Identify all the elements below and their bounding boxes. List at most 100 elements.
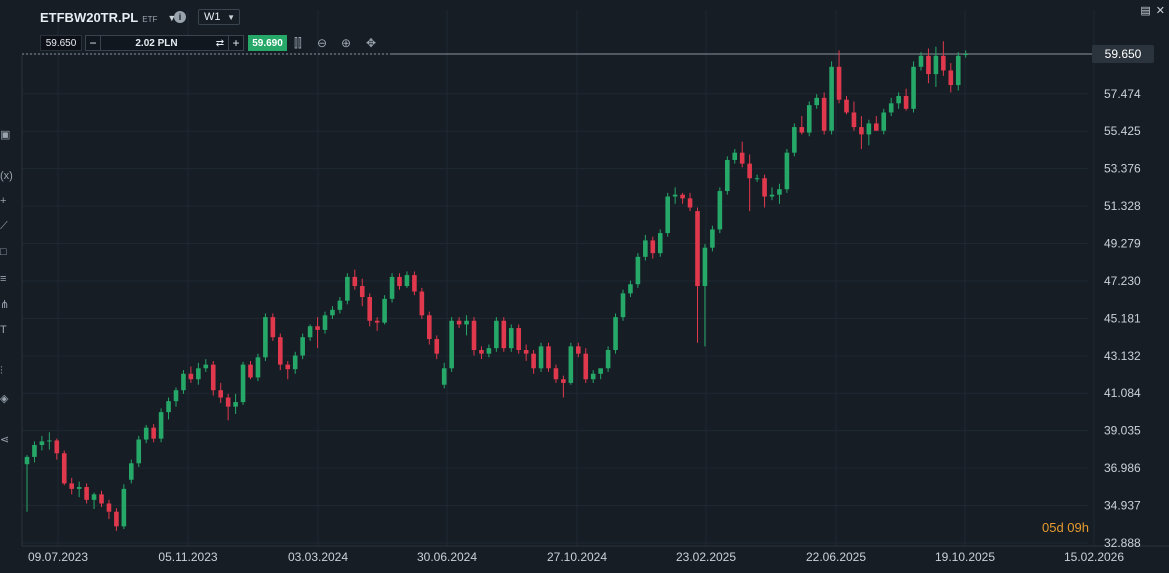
- candles-icon[interactable]: ⫿⫿: [294, 36, 302, 50]
- candle-body: [456, 320, 462, 325]
- symbol-selector[interactable]: ETFBW20TR.PL ETF ▼: [40, 10, 176, 25]
- quantity-input[interactable]: 2.02 PLN: [135, 37, 178, 49]
- candle-body: [576, 346, 581, 354]
- candle-body: [754, 178, 760, 180]
- candle-body: [114, 511, 119, 527]
- indicators-icon[interactable]: (x): [0, 170, 13, 182]
- zoom-in-icon[interactable]: ⊕: [341, 36, 352, 50]
- candle-body: [717, 191, 723, 230]
- candle-body: [903, 96, 909, 109]
- increase-button[interactable]: +: [232, 36, 240, 50]
- maximize-icon[interactable]: ▤: [1140, 5, 1151, 17]
- candle-body: [799, 127, 805, 133]
- candle-body: [687, 198, 693, 208]
- layout-icon[interactable]: ▣: [0, 129, 11, 141]
- candle-body: [866, 123, 872, 135]
- candle-body: [911, 66, 916, 109]
- candle-body: [367, 297, 372, 321]
- candle-body: [218, 390, 223, 398]
- measure-icon[interactable]: ⫶: [0, 365, 3, 377]
- candle-body: [769, 194, 775, 197]
- candle-body: [806, 105, 812, 133]
- info-icon[interactable]: i: [174, 11, 186, 23]
- candle-body: [382, 298, 387, 323]
- candle-body: [278, 337, 283, 365]
- candle-body: [210, 364, 216, 391]
- candle-body: [598, 368, 603, 374]
- y-tick-label: 47.230: [1104, 274, 1141, 288]
- candle-body: [851, 112, 857, 128]
- candle-body: [881, 112, 887, 131]
- candle-body: [419, 291, 425, 316]
- candle-body: [948, 70, 954, 86]
- divider: [228, 36, 229, 50]
- text-tool-icon[interactable]: T: [0, 324, 7, 336]
- pitchfork-icon[interactable]: ⋔: [0, 299, 10, 311]
- layers-icon[interactable]: ◈: [0, 393, 9, 405]
- candle-body: [516, 328, 521, 351]
- candle-body: [136, 439, 142, 464]
- candle-body: [143, 427, 149, 440]
- divider: [100, 36, 101, 50]
- candle-body: [888, 103, 894, 113]
- y-tick-label: 45.181: [1104, 311, 1141, 325]
- share-icon[interactable]: ⋖: [0, 434, 10, 446]
- swap-icon[interactable]: ⇄: [215, 37, 225, 49]
- candle-body: [702, 247, 708, 287]
- candle-body: [747, 163, 752, 179]
- crosshair-icon[interactable]: ✥: [366, 36, 377, 50]
- rectangle-icon[interactable]: □: [0, 246, 7, 258]
- candle-body: [248, 364, 253, 378]
- candle-body: [859, 127, 864, 135]
- zoom-out-icon[interactable]: ⊖: [317, 36, 328, 50]
- candle-body: [158, 412, 164, 439]
- candle-body: [76, 487, 82, 489]
- candle-body: [315, 326, 320, 330]
- candle-body: [933, 55, 939, 75]
- candle-body: [330, 309, 335, 316]
- candle-body: [814, 97, 819, 106]
- candle-body: [650, 240, 656, 254]
- close-icon[interactable]: ✕: [1155, 5, 1165, 17]
- decrease-button[interactable]: −: [89, 36, 97, 50]
- y-tick-label: 43.132: [1104, 349, 1141, 363]
- sell-price-button[interactable]: 59.650: [40, 35, 82, 51]
- candle-body: [695, 211, 700, 287]
- candle-body: [345, 276, 350, 301]
- candle-body: [471, 320, 477, 351]
- candle-body: [32, 445, 37, 457]
- chevron-down-icon[interactable]: ▼: [167, 12, 177, 23]
- candle-body: [762, 178, 767, 197]
- x-tick-label: 03.03.2024: [288, 550, 348, 564]
- candle-body: [151, 427, 156, 439]
- candle-body: [106, 503, 112, 512]
- x-tick-label: 27.10.2024: [547, 550, 607, 564]
- candle-body: [434, 339, 440, 354]
- candle-body: [836, 66, 842, 100]
- fibonacci-icon[interactable]: ≡: [0, 273, 7, 285]
- candle-body: [479, 350, 484, 354]
- candle-body: [374, 320, 380, 323]
- buy-price-button[interactable]: 59.690: [248, 35, 287, 51]
- candle-body: [896, 96, 901, 104]
- candle-body: [91, 494, 97, 500]
- crosshair-tool-icon[interactable]: +: [0, 195, 7, 207]
- candle-body: [129, 463, 134, 480]
- trendline-icon[interactable]: ⟋: [0, 220, 8, 232]
- chevron-down-icon: ▼: [227, 12, 235, 22]
- candle-body: [233, 402, 238, 407]
- candle-body: [725, 159, 730, 192]
- candle-body: [844, 99, 849, 113]
- candle-body: [166, 401, 171, 413]
- timeframe-selector[interactable]: W1 ▼: [198, 9, 240, 25]
- y-tick-label: 36.986: [1104, 461, 1141, 475]
- quantity-stepper: − 2.02 PLN ⇄ +: [85, 35, 244, 51]
- candle-body: [918, 55, 924, 67]
- candle-body: [941, 55, 946, 71]
- candle-body: [173, 390, 179, 402]
- y-tick-label: 55.425: [1104, 124, 1141, 138]
- candle-body: [628, 284, 633, 294]
- candle-body: [486, 348, 492, 354]
- candle-body: [710, 229, 715, 248]
